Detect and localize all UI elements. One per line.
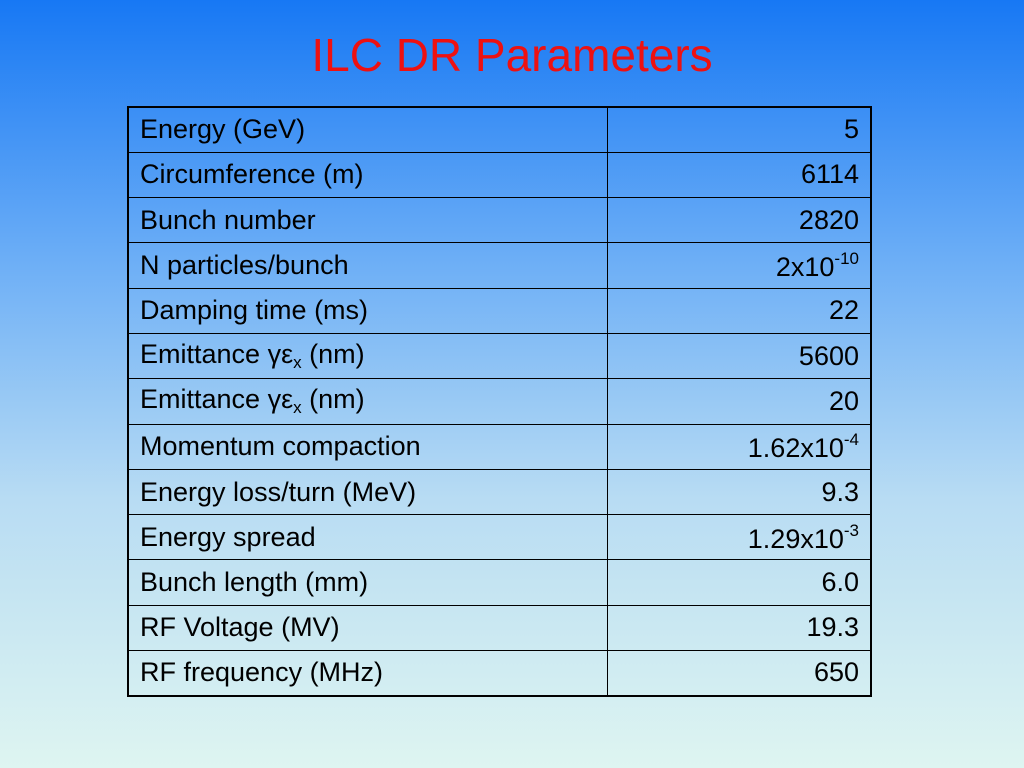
parameter-name: N particles/bunch <box>127 242 608 289</box>
parameter-name: Bunch length (mm) <box>127 559 608 606</box>
table-row: N particles/bunch 2x10-10 <box>127 242 872 289</box>
parameter-value: 1.29x10-3 <box>606 514 872 561</box>
table-row: RF frequency (MHz) 650 <box>127 650 872 697</box>
parameter-name: Emittance γεx (nm) <box>127 332 608 380</box>
parameter-value: 2820 <box>606 197 872 244</box>
text-segment: γε <box>267 339 294 370</box>
text-segment: 1.62x10 <box>747 433 844 464</box>
superscript: -4 <box>843 430 859 450</box>
parameter-name: Bunch number <box>127 197 608 244</box>
table-row: Emittance γεx (nm) 20 <box>127 378 872 425</box>
parameter-name: Circumference (m) <box>127 151 608 199</box>
parameter-name: RF frequency (MHz) <box>127 650 608 697</box>
parameter-value: 6.0 <box>606 559 872 606</box>
text-segment: Emittance <box>140 339 268 370</box>
parameter-value: 6114 <box>606 151 872 199</box>
parameter-name: Emittance γεx (nm) <box>127 378 608 425</box>
parameter-value: 2x10-10 <box>606 242 872 289</box>
text-segment: 1.29x10 <box>747 523 844 554</box>
table-row: RF Voltage (MV) 19.3 <box>127 604 872 652</box>
table-row: Momentum compaction 1.62x10-4 <box>127 423 872 470</box>
superscript: -3 <box>843 520 859 540</box>
parameter-value: 5600 <box>606 332 872 380</box>
parameter-value: 9.3 <box>606 468 872 516</box>
text-segment: 2x10 <box>775 252 835 283</box>
parameter-name: Energy (GeV) <box>127 106 608 153</box>
parameter-name: RF Voltage (MV) <box>127 604 608 652</box>
parameter-name: Momentum compaction <box>127 423 608 470</box>
text-segment: Emittance <box>140 384 268 415</box>
parameter-name: Energy loss/turn (MeV) <box>127 468 608 516</box>
parameter-table: Energy (GeV) 5 Circumference (m) 6114 Bunch … <box>127 106 872 697</box>
parameter-value: 22 <box>606 287 872 334</box>
parameter-value: 1.62x10-4 <box>606 423 872 470</box>
slide-title: ILC DR Parameters <box>311 29 713 81</box>
table-row: Emittance γεx (nm) 5600 <box>127 332 872 380</box>
text-segment: γε <box>267 384 294 415</box>
superscript: -10 <box>834 249 859 269</box>
subscript: x <box>293 353 302 373</box>
text-segment: (nm) <box>301 384 365 415</box>
parameter-value: 5 <box>606 106 872 153</box>
table-row: Bunch number 2820 <box>127 197 872 244</box>
table-row: Damping time (ms) 22 <box>127 287 872 334</box>
parameter-value: 650 <box>606 650 872 697</box>
table-row: Energy spread 1.29x10-3 <box>127 514 872 561</box>
parameter-value: 19.3 <box>606 604 872 652</box>
table-row: Bunch length (mm) 6.0 <box>127 559 872 606</box>
parameter-name: Damping time (ms) <box>127 287 608 334</box>
table-row: Energy (GeV) 5 <box>127 106 872 153</box>
text-segment: (nm) <box>301 339 365 370</box>
subscript: x <box>293 398 302 418</box>
parameter-name: Energy spread <box>127 514 608 561</box>
table-row: Energy loss/turn (MeV) 9.3 <box>127 468 872 516</box>
table-row: Circumference (m) 6114 <box>127 151 872 199</box>
parameter-value: 20 <box>606 378 872 425</box>
